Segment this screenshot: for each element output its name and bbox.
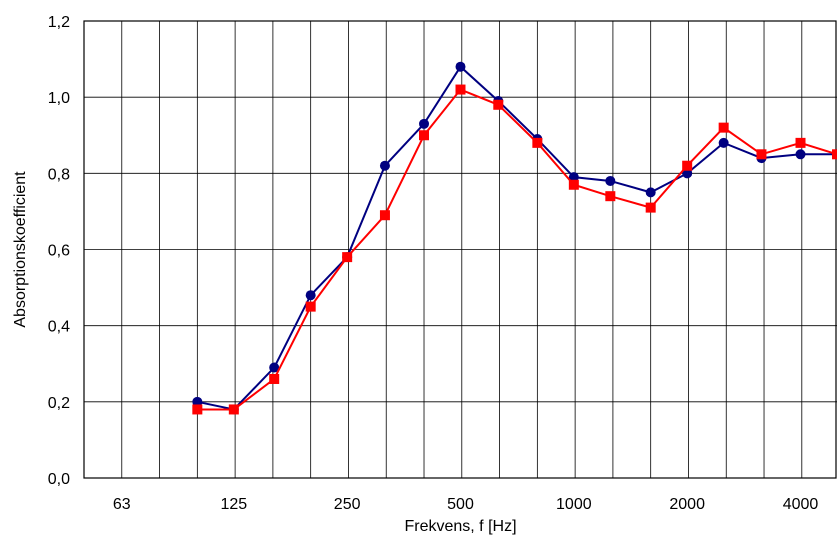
data-point xyxy=(682,160,693,171)
data-point xyxy=(532,137,543,148)
data-point xyxy=(645,187,656,198)
horizontal-gridlines xyxy=(84,96,837,403)
data-point xyxy=(379,160,390,171)
data-point xyxy=(419,130,430,141)
data-point xyxy=(832,149,837,160)
data-point xyxy=(795,137,806,148)
data-point xyxy=(455,84,466,95)
data-point xyxy=(682,168,693,179)
data-point xyxy=(228,404,239,415)
x-axis-label: Frekvens, f [Hz] xyxy=(404,518,516,535)
data-point xyxy=(192,396,203,407)
y-tick-label: 0,2 xyxy=(48,395,70,412)
series-2-line xyxy=(197,88,837,411)
x-tick-label: 125 xyxy=(220,496,247,513)
series-2 xyxy=(192,84,837,415)
data-point xyxy=(568,172,579,183)
data-point xyxy=(645,202,656,213)
x-tick-label: 1000 xyxy=(556,496,592,513)
y-tick-label: 0,8 xyxy=(48,166,70,183)
x-tick-label: 2000 xyxy=(669,496,705,513)
y-tick-label: 1,2 xyxy=(48,14,70,31)
data-point xyxy=(605,191,616,202)
data-point xyxy=(269,362,280,373)
data-point xyxy=(493,99,504,110)
series-1-line xyxy=(197,65,837,411)
data-point xyxy=(568,179,579,190)
data-point xyxy=(455,61,466,72)
data-point xyxy=(718,137,729,148)
x-tick-label: 500 xyxy=(447,496,474,513)
data-point xyxy=(419,118,430,129)
y-tick-labels: 0,0 0,2 0,4 0,6 0,8 1,0 1,2 xyxy=(48,14,70,488)
data-point xyxy=(305,290,316,301)
x-tick-label: 63 xyxy=(113,496,131,513)
data-point xyxy=(605,175,616,186)
data-point xyxy=(269,373,280,384)
x-tick-label: 4000 xyxy=(783,496,819,513)
data-point xyxy=(718,122,729,133)
plot-area-frame xyxy=(83,20,837,479)
data-point xyxy=(379,210,390,221)
series-layer xyxy=(192,61,837,415)
y-axis-label: Absorptionskoefficient xyxy=(12,171,29,328)
y-tick-label: 0,4 xyxy=(48,319,70,336)
data-point xyxy=(192,404,203,415)
data-point xyxy=(342,252,353,263)
y-tick-label: 1,0 xyxy=(48,90,70,107)
series-1 xyxy=(192,61,837,415)
x-tick-labels: 63 125 250 500 1000 2000 4000 xyxy=(113,496,819,513)
data-point xyxy=(756,149,767,160)
y-tick-label: 0,0 xyxy=(48,471,70,488)
data-point xyxy=(795,149,806,160)
data-point xyxy=(305,301,316,312)
x-tick-label: 250 xyxy=(334,496,361,513)
y-tick-label: 0,6 xyxy=(48,243,70,260)
